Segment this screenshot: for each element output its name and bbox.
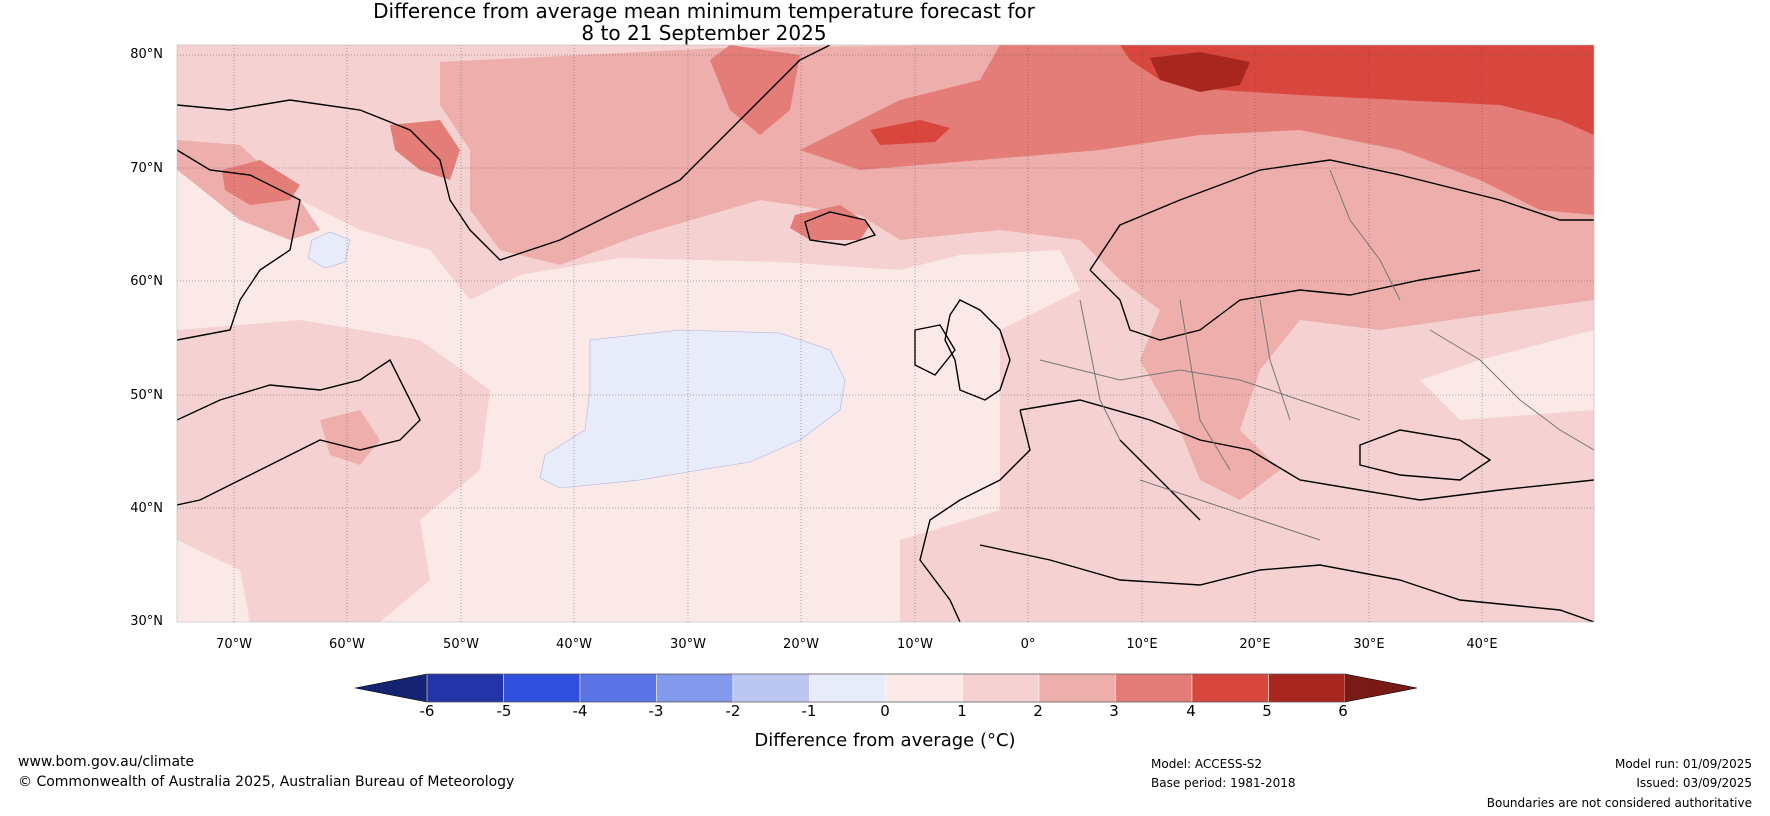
colorbar-segment: [732, 673, 810, 703]
gridlines: [177, 45, 1594, 622]
lon-label-10e: 10°E: [1126, 637, 1158, 652]
colorbar-outline: [354, 673, 1418, 703]
colorbar-tick-label: 0: [880, 702, 890, 720]
colorbar-segment: [656, 673, 734, 703]
model-run-text: Model run: 01/09/2025: [1614, 757, 1752, 771]
colorbar-tick-label: 5: [1262, 702, 1272, 720]
map-frame: [176, 44, 1595, 623]
country-borders: [1039, 169, 1594, 541]
colorbar: [354, 673, 1418, 703]
colorbar-segment: [503, 673, 581, 703]
chart-title: Difference from average mean minimum tem…: [0, 0, 1408, 44]
lat-label-40n: 40°N: [130, 501, 163, 516]
colorbar-segment: [962, 673, 1040, 703]
colorbar-tick-label: -4: [572, 702, 588, 720]
map-area: [177, 45, 1594, 622]
colorbar-over-arrow: [1345, 674, 1417, 702]
colorbar-segment: [1038, 673, 1116, 703]
colorbar-tick-label: 2: [1033, 702, 1043, 720]
colorbar-label: Difference from average (°C): [754, 730, 1016, 751]
colorbar-segment: [579, 673, 657, 703]
lon-label-40w: 40°W: [556, 637, 592, 652]
anomaly-field-neg1-0: [307, 231, 846, 489]
lon-label-0: 0°: [1020, 637, 1036, 652]
colorbar-tick-label: -6: [419, 702, 435, 720]
anomaly-field-5-6: [1150, 52, 1250, 92]
lon-label-20w: 20°W: [783, 637, 819, 652]
lat-label-50n: 50°N: [130, 388, 163, 403]
lat-label-70n: 70°N: [130, 161, 163, 176]
lat-label-80n: 80°N: [130, 47, 163, 62]
lon-label-70w: 70°W: [216, 637, 252, 652]
lat-label-60n: 60°N: [130, 274, 163, 289]
colorbar-under-arrow: [355, 674, 427, 702]
issued-text: Issued: 03/09/2025: [1636, 776, 1752, 790]
colorbar-segment: [885, 673, 963, 703]
colorbar-segment: [1191, 673, 1269, 703]
lat-label-30n: 30°N: [130, 614, 163, 629]
lon-label-40e: 40°E: [1466, 637, 1498, 652]
colorbar-segment: [809, 673, 887, 703]
disclaimer-text: Boundaries are not considered authoritat…: [1486, 796, 1752, 810]
lon-label-10w: 10°W: [897, 637, 933, 652]
model-text: Model: ACCESS-S2: [1151, 757, 1263, 771]
website-link[interactable]: www.bom.gov.au/climate: [18, 754, 195, 770]
lon-label-30w: 30°W: [670, 637, 706, 652]
colorbar-tick-label: -3: [648, 702, 664, 720]
lon-label-60w: 60°W: [329, 637, 365, 652]
colorbar-tick-label: -1: [801, 702, 817, 720]
coastlines: [177, 45, 1594, 622]
colorbar-tick-label: -2: [725, 702, 741, 720]
colorbar-tick-label: 1: [957, 702, 967, 720]
title-line-2: 8 to 21 September 2025: [581, 21, 827, 45]
colorbar-tick-label: -5: [496, 702, 512, 720]
colorbar-segment: [426, 673, 504, 703]
lon-label-30e: 30°E: [1353, 637, 1385, 652]
lon-label-50w: 50°W: [443, 637, 479, 652]
base-period-text: Base period: 1981-2018: [1151, 776, 1296, 790]
copyright-text: © Commonwealth of Australia 2025, Austra…: [18, 774, 515, 790]
colorbar-segment: [1268, 673, 1346, 703]
lon-label-20e: 20°E: [1239, 637, 1271, 652]
colorbar-segment: [1115, 673, 1193, 703]
colorbar-tick-label: 6: [1338, 702, 1348, 720]
colorbar-tick-label: 4: [1186, 702, 1196, 720]
colorbar-tick-label: 3: [1109, 702, 1119, 720]
title-line-1: Difference from average mean minimum tem…: [373, 0, 1035, 23]
